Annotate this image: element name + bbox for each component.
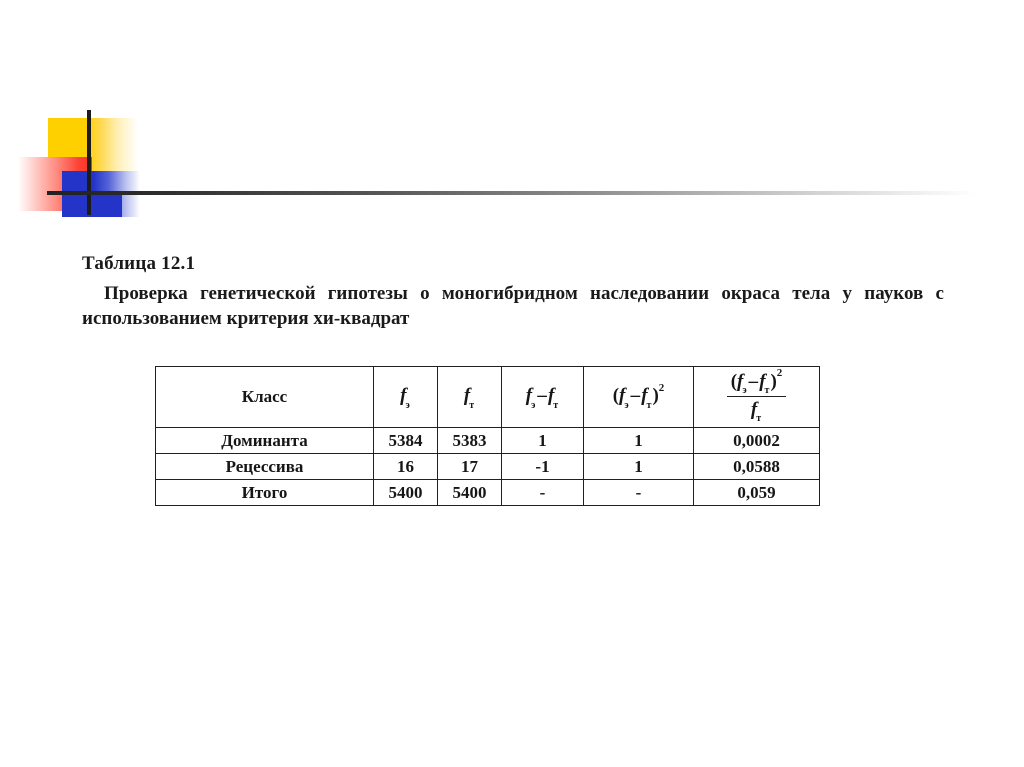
cell-chi-square-term: 0,0588 xyxy=(693,453,820,480)
math-paren-open: ( xyxy=(612,385,620,407)
cell-chi-square-term: 0,0002 xyxy=(693,427,820,454)
table-row-total: Итого 5400 5400 - - 0,059 xyxy=(155,479,820,506)
decoration-blue-block-lower xyxy=(62,194,122,217)
decoration-horizontal-rule xyxy=(47,191,977,195)
math-paren-close: ) xyxy=(770,370,777,392)
cell-ft: 5400 xyxy=(437,479,502,506)
data-table-container: Класс fэ fт fэ –fт xyxy=(155,366,820,506)
table-row: Рецессива 16 17 -1 1 0,0588 xyxy=(155,453,820,480)
math-minus: – xyxy=(537,385,547,407)
chi-square-table: Класс fэ fт fэ –fт xyxy=(155,366,820,506)
column-header-class: Класс xyxy=(155,366,374,428)
math-minus: – xyxy=(630,385,641,407)
cell-fe: 16 xyxy=(373,453,438,480)
column-header-chi-square-term: (fэ –fт)2 fт xyxy=(693,366,820,428)
cell-difference: -1 xyxy=(501,453,584,480)
math-var-f: f xyxy=(619,385,626,407)
table-number: Таблица 12.1 xyxy=(82,253,196,274)
math-sub-theoretical: т xyxy=(469,399,475,411)
cell-fe: 5384 xyxy=(373,427,438,454)
cell-class: Доминанта xyxy=(155,427,374,454)
column-header-class-label: Класс xyxy=(241,387,288,406)
decoration-red-block xyxy=(18,157,92,211)
cell-ft: 17 xyxy=(437,453,502,480)
math-exponent: 2 xyxy=(776,366,783,379)
cell-difference: - xyxy=(501,479,584,506)
math-sub-theoretical: т xyxy=(553,399,559,411)
math-sub-theoretical: т xyxy=(764,385,770,396)
fraction-numerator: (fэ –fт)2 xyxy=(726,367,787,397)
math-var-f: f xyxy=(737,370,744,392)
cell-chi-square-term: 0,059 xyxy=(693,479,820,506)
decoration-yellow-block xyxy=(48,118,138,180)
math-var-f: f xyxy=(400,385,407,407)
slide-decoration xyxy=(0,0,1024,240)
fraction-denominator: fт xyxy=(727,397,787,424)
math-sub-empirical: э xyxy=(624,399,629,411)
math-var-f: f xyxy=(641,385,648,407)
table-caption: Проверка генетической гипотезы о моногиб… xyxy=(82,282,944,329)
math-sub-empirical: э xyxy=(531,399,536,411)
decoration-blue-block xyxy=(62,171,140,217)
math-sub-empirical: э xyxy=(742,385,747,396)
table-body: Доминанта 5384 5383 1 1 0,0002 Рецессива… xyxy=(155,427,820,506)
math-paren-open: ( xyxy=(730,370,738,392)
table-row: Доминанта 5384 5383 1 1 0,0002 xyxy=(155,427,820,454)
math-sub-empirical: э xyxy=(405,399,410,411)
cell-class: Рецессива xyxy=(155,453,374,480)
cell-ft: 5383 xyxy=(437,427,502,454)
column-header-ft: fт xyxy=(437,366,502,428)
math-var-f: f xyxy=(759,370,766,392)
math-minus: – xyxy=(748,370,759,392)
math-sub-theoretical: т xyxy=(646,399,652,411)
cell-squared-difference: 1 xyxy=(583,453,694,480)
caption-area: Таблица 12.1 Проверка генетической гипот… xyxy=(82,252,962,331)
column-header-difference: fэ –fт xyxy=(501,366,584,428)
formula-fe: fэ xyxy=(400,385,411,410)
table-header-row: Класс fэ fт fэ –fт xyxy=(155,366,820,428)
math-var-f: f xyxy=(525,385,533,407)
cell-fe: 5400 xyxy=(373,479,438,506)
math-exponent: 2 xyxy=(658,381,665,394)
formula-ft: fт xyxy=(463,385,475,410)
math-var-f: f xyxy=(750,398,758,420)
math-var-f: f xyxy=(547,385,555,407)
formula-difference: fэ –fт xyxy=(525,385,559,410)
cell-squared-difference: - xyxy=(583,479,694,506)
cell-squared-difference: 1 xyxy=(583,427,694,454)
formula-squared-difference: (fэ –fт)2 xyxy=(612,382,665,411)
math-var-f: f xyxy=(463,385,471,407)
cell-difference: 1 xyxy=(501,427,584,454)
column-header-fe: fэ xyxy=(373,366,438,428)
cell-class: Итого xyxy=(155,479,374,506)
decoration-vertical-rule xyxy=(87,110,91,215)
math-paren-close: ) xyxy=(652,385,659,407)
math-sub-theoretical: т xyxy=(756,412,762,424)
column-header-squared-difference: (fэ –fт)2 xyxy=(583,366,694,428)
formula-chi-square-fraction: (fэ –fт)2 fт xyxy=(726,367,787,424)
